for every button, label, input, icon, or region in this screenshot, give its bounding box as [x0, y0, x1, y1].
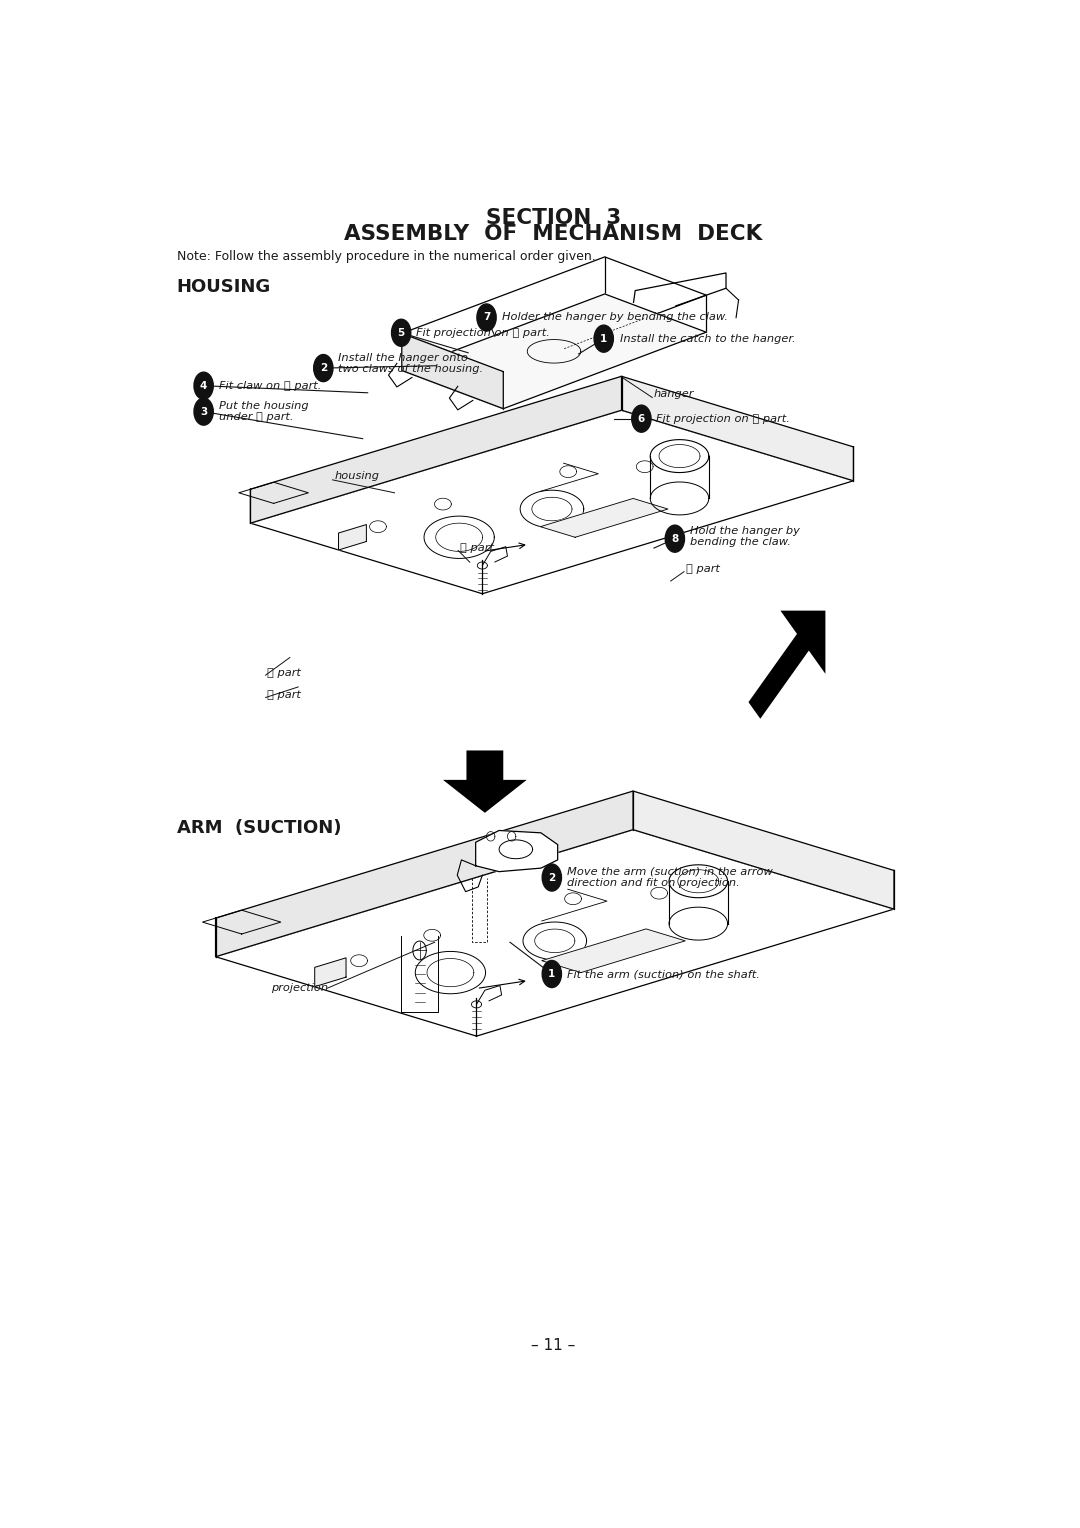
Text: ARM  (SUCTION): ARM (SUCTION) — [177, 819, 341, 837]
Text: – 11 –: – 11 – — [531, 1339, 576, 1354]
Polygon shape — [402, 293, 706, 408]
Circle shape — [542, 863, 562, 891]
Polygon shape — [621, 376, 853, 481]
Text: 4: 4 — [200, 380, 207, 391]
Polygon shape — [216, 792, 633, 957]
Text: Put the housing
under Ⓐ part.: Put the housing under Ⓐ part. — [218, 400, 308, 422]
Polygon shape — [443, 750, 527, 813]
Circle shape — [392, 319, 410, 347]
Circle shape — [194, 373, 213, 399]
Text: housing: housing — [334, 471, 379, 481]
Text: Fit claw on Ⓑ part.: Fit claw on Ⓑ part. — [218, 380, 321, 391]
Text: 3: 3 — [200, 406, 207, 417]
Circle shape — [542, 961, 562, 987]
Polygon shape — [314, 958, 346, 987]
Polygon shape — [338, 524, 366, 550]
Text: Ⓑ part: Ⓑ part — [267, 691, 301, 700]
Text: 2: 2 — [320, 364, 327, 373]
Polygon shape — [633, 792, 894, 909]
Text: Fit the arm (suction) on the shaft.: Fit the arm (suction) on the shaft. — [567, 969, 759, 979]
Circle shape — [477, 304, 496, 332]
Circle shape — [313, 354, 333, 382]
Text: Note: Follow the assembly procedure in the numerical order given.: Note: Follow the assembly procedure in t… — [177, 249, 595, 263]
Text: hanger: hanger — [653, 390, 694, 399]
Text: ASSEMBLY  OF  MECHANISM  DECK: ASSEMBLY OF MECHANISM DECK — [345, 225, 762, 244]
Text: SECTION  3: SECTION 3 — [486, 208, 621, 228]
Text: Install the hanger onto
two claws of the housing.: Install the hanger onto two claws of the… — [338, 353, 484, 374]
Circle shape — [632, 405, 651, 432]
Text: 1: 1 — [549, 969, 555, 979]
Text: Ⓓ part: Ⓓ part — [686, 564, 719, 575]
Text: Fit projection on Ⓒ part.: Fit projection on Ⓒ part. — [416, 329, 550, 338]
Polygon shape — [540, 498, 667, 538]
Polygon shape — [542, 929, 685, 973]
Text: Ⓒ part: Ⓒ part — [460, 542, 494, 553]
Circle shape — [194, 399, 213, 425]
Text: Move the arm (suction) in the arrow
direction and fit on projection.: Move the arm (suction) in the arrow dire… — [567, 866, 772, 888]
Text: projection: projection — [271, 983, 327, 993]
Polygon shape — [402, 257, 706, 371]
Text: Fit projection on Ⓓ part.: Fit projection on Ⓓ part. — [657, 414, 791, 423]
Text: Holder the hanger by bending the claw.: Holder the hanger by bending the claw. — [501, 313, 728, 322]
Polygon shape — [475, 830, 557, 871]
Text: HOUSING: HOUSING — [177, 278, 271, 296]
Circle shape — [665, 526, 685, 552]
Text: 1: 1 — [600, 333, 607, 344]
Text: 2: 2 — [549, 872, 555, 883]
Text: 8: 8 — [672, 533, 678, 544]
Polygon shape — [251, 410, 853, 594]
Text: Ⓐ part: Ⓐ part — [267, 668, 301, 678]
Polygon shape — [748, 611, 825, 718]
Text: Install the catch to the hanger.: Install the catch to the hanger. — [620, 333, 796, 344]
Text: Hold the hanger by
bending the claw.: Hold the hanger by bending the claw. — [690, 526, 800, 547]
Text: 5: 5 — [397, 329, 405, 338]
Circle shape — [594, 325, 613, 351]
Polygon shape — [216, 830, 894, 1036]
Polygon shape — [402, 333, 503, 408]
Text: 6: 6 — [638, 414, 645, 423]
Text: 7: 7 — [483, 313, 490, 322]
Polygon shape — [251, 376, 621, 523]
